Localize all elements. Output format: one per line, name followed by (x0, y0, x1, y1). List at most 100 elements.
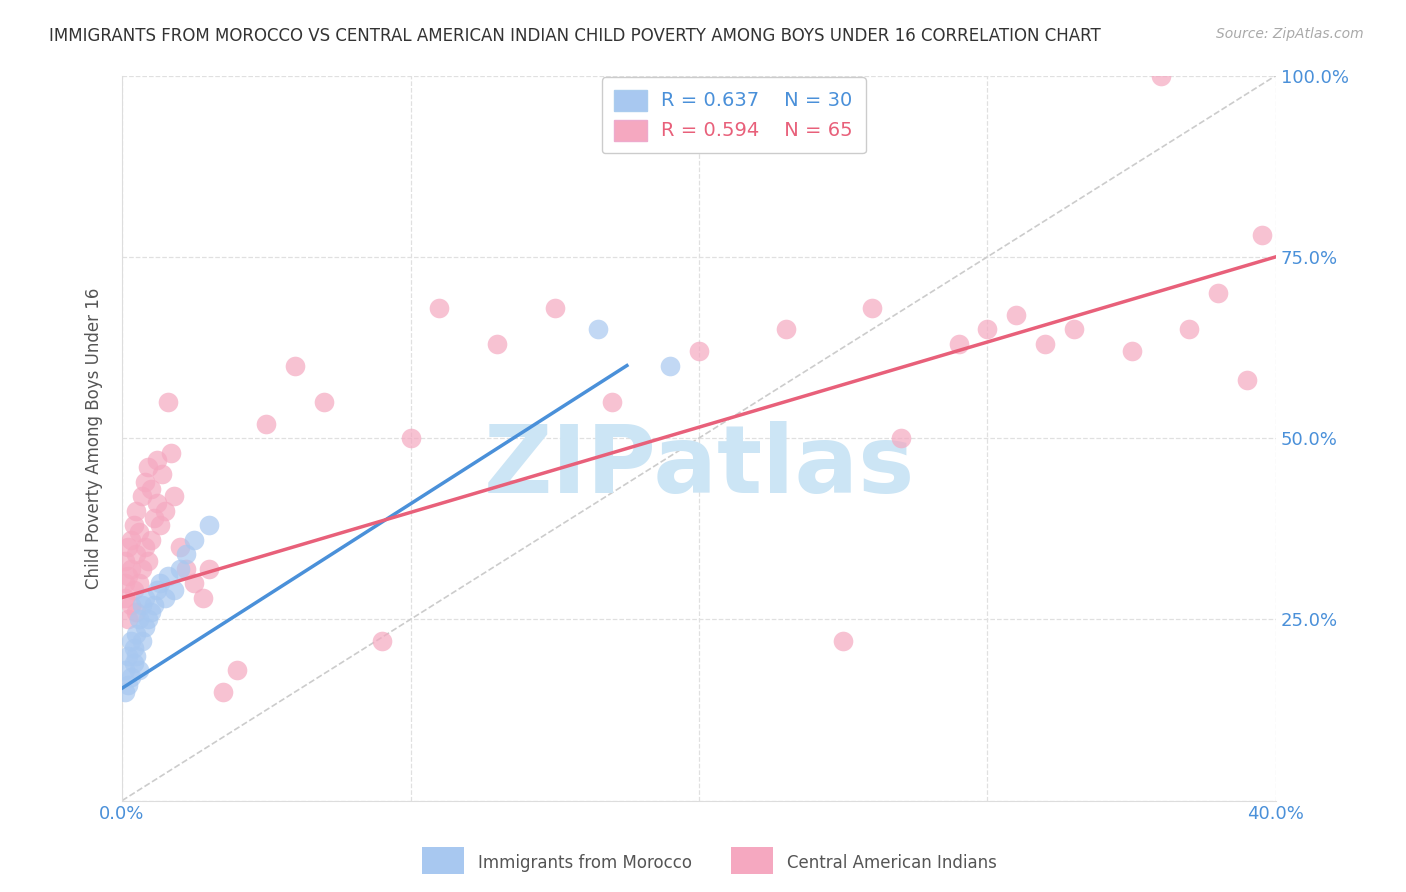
Point (160, 445, 183, 459)
Point (659, 359, 682, 373)
Point (254, 417, 277, 431)
Point (117, 612, 139, 626)
Point (174, 561, 197, 575)
Point (1149, 69, 1171, 83)
Point (688, 344, 710, 359)
Point (169, 540, 191, 554)
Point (142, 598, 165, 612)
Point (125, 648, 148, 663)
Point (145, 583, 167, 598)
Point (117, 540, 139, 554)
Point (134, 540, 156, 554)
Point (131, 561, 153, 575)
Point (139, 533, 162, 547)
Point (148, 576, 170, 591)
Point (131, 489, 153, 503)
Point (139, 605, 162, 619)
Point (148, 518, 170, 533)
Point (155, 503, 177, 517)
Point (1121, 344, 1143, 359)
Point (284, 359, 307, 373)
Point (312, 394, 335, 409)
Point (183, 533, 205, 547)
Point (163, 489, 186, 503)
Point (134, 591, 156, 605)
Point (183, 576, 205, 591)
Point (976, 322, 998, 336)
Point (775, 322, 797, 336)
Point (128, 612, 150, 626)
Point (128, 576, 150, 591)
Point (114, 663, 136, 677)
Point (157, 569, 180, 583)
Point (134, 475, 156, 489)
Point (136, 554, 159, 568)
Point (120, 533, 142, 547)
Point (1236, 373, 1258, 387)
Point (602, 394, 624, 409)
Point (117, 648, 139, 663)
Point (120, 634, 142, 648)
Point (122, 656, 145, 670)
Point (890, 431, 912, 445)
Point (174, 547, 197, 561)
Point (114, 591, 136, 605)
Point (399, 431, 422, 445)
Point (114, 576, 136, 591)
Text: IMMIGRANTS FROM MOROCCO VS CENTRAL AMERICAN INDIAN CHILD POVERTY AMONG BOYS UNDE: IMMIGRANTS FROM MOROCCO VS CENTRAL AMERI… (49, 27, 1101, 45)
Point (114, 685, 136, 699)
Text: Immigrants from Morocco: Immigrants from Morocco (478, 855, 692, 872)
Y-axis label: Child Poverty Among Boys Under 16: Child Poverty Among Boys Under 16 (86, 287, 103, 589)
Legend: R = 0.637    N = 30, R = 0.594    N = 65: R = 0.637 N = 30, R = 0.594 N = 65 (602, 78, 866, 153)
Text: ZIPatlas: ZIPatlas (484, 421, 915, 513)
Point (117, 569, 139, 583)
Point (191, 591, 214, 605)
Point (120, 598, 142, 612)
Point (226, 663, 249, 677)
Point (370, 634, 392, 648)
Point (163, 583, 186, 598)
Point (136, 460, 159, 475)
Point (832, 634, 855, 648)
Point (122, 518, 145, 533)
Point (1178, 322, 1201, 336)
Point (169, 561, 191, 575)
Point (139, 482, 162, 496)
Point (125, 547, 148, 561)
Point (120, 670, 142, 684)
Point (122, 641, 145, 656)
Point (128, 525, 150, 540)
Point (136, 612, 159, 626)
Point (860, 301, 883, 315)
Point (212, 685, 235, 699)
Point (1063, 322, 1085, 336)
Point (114, 554, 136, 568)
Point (586, 322, 609, 336)
Point (125, 605, 148, 619)
Point (1005, 308, 1028, 322)
Point (1206, 286, 1229, 301)
Point (125, 627, 148, 641)
Point (152, 467, 174, 482)
Point (1033, 336, 1056, 351)
Point (142, 511, 165, 525)
Point (197, 561, 219, 575)
Point (120, 561, 142, 575)
Point (131, 598, 153, 612)
Point (134, 619, 156, 633)
Text: Central American Indians: Central American Indians (787, 855, 997, 872)
Point (131, 634, 153, 648)
Point (125, 503, 148, 517)
Point (197, 518, 219, 533)
Point (145, 496, 167, 510)
Point (1250, 227, 1272, 242)
Point (155, 591, 177, 605)
Point (122, 583, 145, 598)
Point (145, 452, 167, 467)
Point (157, 394, 180, 409)
Point (128, 663, 150, 677)
Point (948, 336, 970, 351)
Point (427, 301, 450, 315)
Point (486, 336, 509, 351)
Text: Source: ZipAtlas.com: Source: ZipAtlas.com (1216, 27, 1364, 41)
